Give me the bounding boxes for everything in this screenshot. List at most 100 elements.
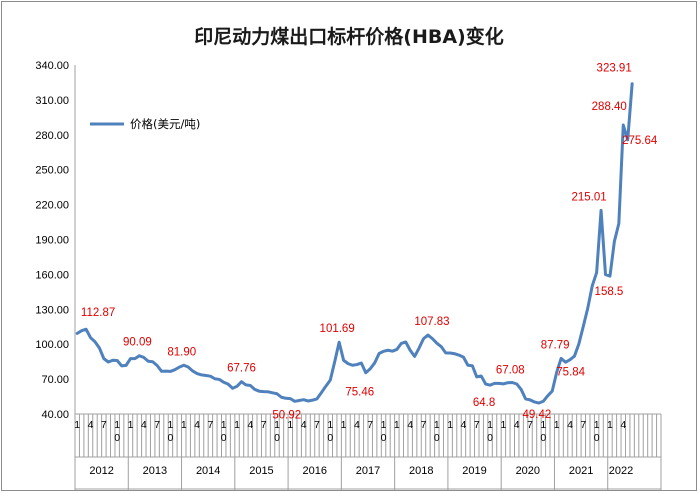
month-tick-label: 1 (500, 419, 506, 431)
data-point (444, 352, 447, 355)
data-point (253, 388, 256, 391)
data-point (613, 240, 616, 243)
year-label: 2016 (302, 465, 326, 477)
data-point (453, 352, 456, 355)
data-point (435, 342, 438, 345)
y-tick-label: 70.00 (41, 374, 69, 386)
month-tick-label: 0 (381, 432, 387, 444)
month-tick-label: 0 (168, 432, 174, 444)
year-label: 2020 (516, 465, 540, 477)
data-label: 64.8 (473, 397, 495, 409)
data-point (102, 357, 105, 360)
data-label: 288.40 (592, 101, 627, 113)
data-point (471, 364, 474, 367)
month-tick-label: 0 (327, 432, 333, 444)
data-label: 81.90 (167, 346, 196, 358)
data-point (231, 387, 234, 390)
data-point (89, 336, 92, 339)
data-label: 87.79 (541, 339, 570, 351)
month-tick-label: 1 (341, 419, 347, 431)
month-tick-label: 7 (367, 419, 373, 431)
year-label: 2017 (356, 465, 380, 477)
year-label: 2019 (462, 465, 486, 477)
month-tick-label: 1 (447, 419, 453, 431)
month-tick-label: 1 (594, 419, 600, 431)
month-tick-label: 7 (154, 419, 160, 431)
data-point (524, 397, 527, 400)
month-tick-label: 4 (194, 419, 200, 431)
data-point (418, 347, 421, 350)
y-tick-label: 280.00 (35, 130, 69, 142)
data-point (595, 271, 598, 274)
month-tick-label: 1 (168, 419, 174, 431)
data-point (364, 371, 367, 374)
year-label: 2012 (89, 465, 113, 477)
data-point (484, 383, 487, 386)
data-point (205, 374, 208, 377)
month-tick-label: 7 (474, 419, 480, 431)
year-label: 2021 (569, 465, 593, 477)
month-tick-label: 0 (594, 432, 600, 444)
data-point (276, 392, 279, 395)
data-point (591, 285, 594, 288)
data-point (307, 400, 310, 403)
data-label: 75.84 (556, 366, 585, 378)
data-point (80, 329, 83, 332)
month-tick-label: 4 (567, 419, 573, 431)
y-tick-label: 250.00 (35, 165, 69, 177)
data-point (125, 364, 128, 367)
data-point (609, 275, 612, 278)
data-point (475, 375, 478, 378)
data-point (156, 364, 159, 367)
month-tick-label: 1 (327, 419, 333, 431)
month-tick-label: 7 (261, 419, 267, 431)
month-tick-label: 4 (354, 419, 360, 431)
data-point (342, 359, 345, 362)
data-point (360, 362, 363, 365)
month-tick-label: 1 (221, 419, 227, 431)
month-tick-label: 7 (314, 419, 320, 431)
year-label: 2013 (143, 465, 167, 477)
chart-title: 印尼动力煤出口标杆价格(HBA)变化 (194, 25, 503, 48)
month-tick-label: 1 (394, 419, 400, 431)
data-label: 49.42 (523, 409, 552, 421)
data-point (600, 209, 603, 212)
data-point (267, 390, 270, 393)
data-point (502, 382, 505, 385)
month-tick-label: 7 (580, 419, 586, 431)
data-point (289, 397, 292, 400)
data-labels: 112.87 90.09 81.90 67.76 50.92 101.69 75.46 107… (81, 63, 658, 422)
month-tick-label: 7 (527, 419, 533, 431)
y-tick-label: 340.00 (35, 60, 69, 72)
data-point (160, 370, 163, 373)
month-tick-label: 4 (461, 419, 467, 431)
data-point (546, 394, 549, 397)
month-tick-label: 7 (207, 419, 213, 431)
data-point (427, 334, 430, 337)
data-point (134, 357, 137, 360)
month-tick-label: 0 (540, 432, 546, 444)
y-tick-label: 40.00 (41, 409, 69, 421)
data-point (440, 345, 443, 348)
data-point (378, 352, 381, 355)
data-point (480, 375, 483, 378)
data-point (347, 362, 350, 365)
data-point (586, 307, 589, 310)
data-point (191, 370, 194, 373)
data-point (116, 359, 119, 362)
month-tick-label: 7 (421, 419, 427, 431)
data-label: 67.08 (496, 364, 525, 376)
y-tick-label: 220.00 (35, 200, 69, 212)
month-tick-label: 1 (434, 419, 440, 431)
data-point (391, 350, 394, 353)
data-point (293, 400, 296, 403)
data-point (227, 383, 230, 386)
data-point (409, 349, 412, 352)
data-point (324, 385, 327, 388)
data-point (178, 366, 181, 369)
data-label: 215.01 (571, 191, 606, 203)
data-point (271, 391, 274, 394)
